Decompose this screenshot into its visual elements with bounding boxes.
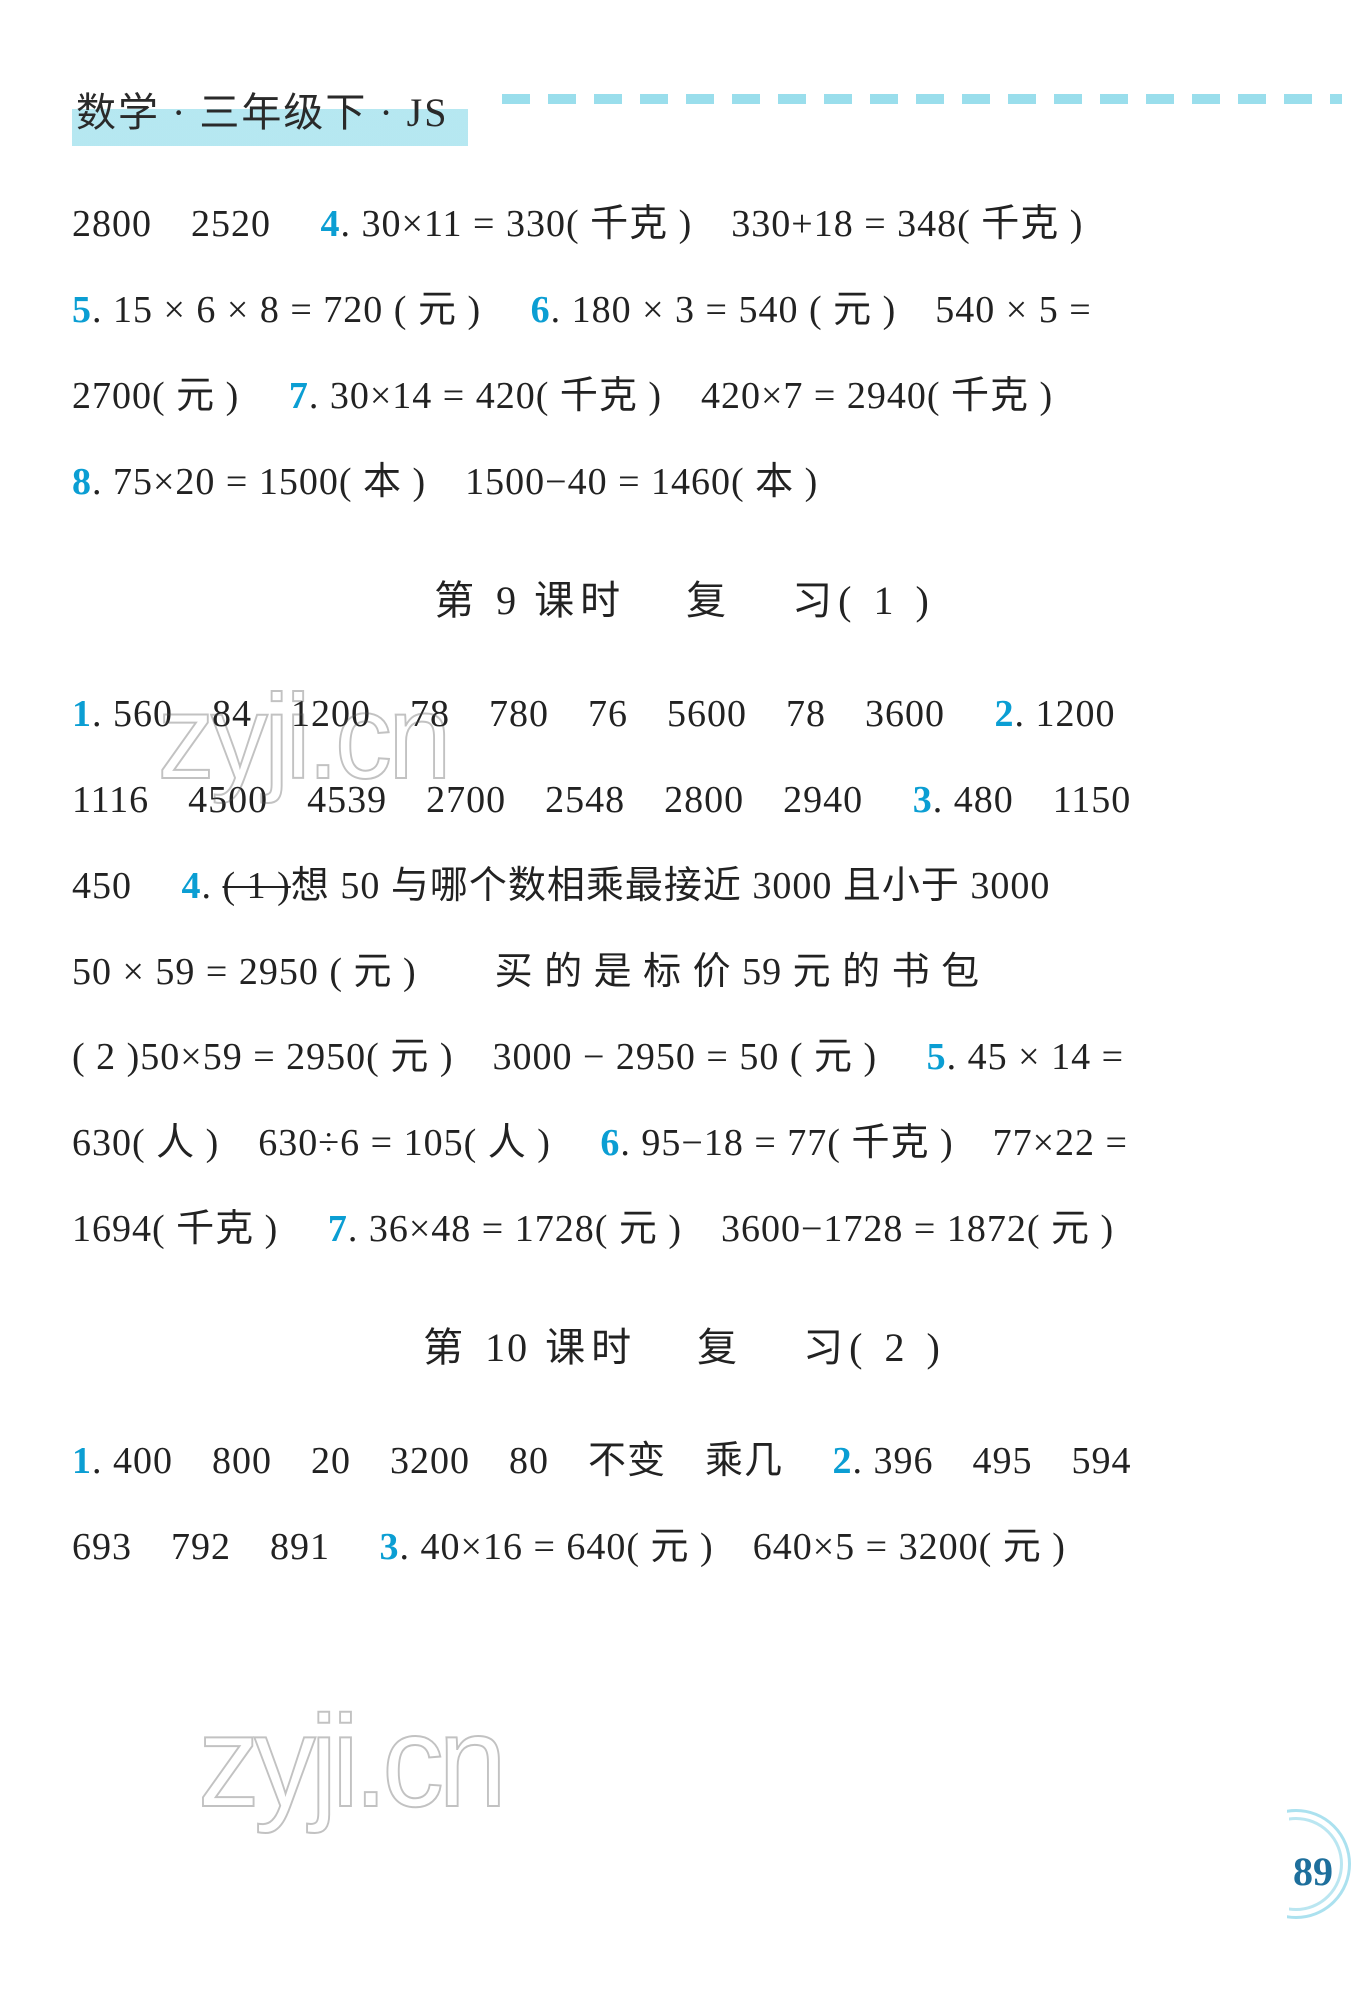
text: ( 2 )50×59 = 2950( 元 ) 3000 − 2950 = 50 … [72,1036,877,1078]
watermark-2: zyji.cn [198,1686,501,1836]
line: 1. 560 84 1200 78 780 76 5600 78 3600 2.… [72,672,1297,758]
text: 课时 [518,578,626,623]
text: . 180 × 3 = 540 ( 元 ) 540 × 5 = [551,289,1092,331]
line: 693 792 891 3. 40×16 = 640( 元 ) 640×5 = … [72,1505,1297,1591]
question-number: 5 [72,289,92,331]
text: 课时 [529,1325,637,1370]
header-title: 数学 · 三年级下 · JS [72,72,468,146]
question-number: 7 [289,375,309,417]
question-number: 4 [182,865,202,907]
text: 习 [803,1325,849,1370]
line: 5. 15 × 6 × 8 = 720 ( 元 ) 6. 180 × 3 = 5… [72,268,1297,354]
question-number: 2 [833,1440,853,1482]
text: 450 [72,865,132,907]
line: 630( 人 ) 630÷6 = 105( 人 ) 6. 95−18 = 77(… [72,1101,1297,1187]
text: ( 1 ) [838,578,935,623]
text: . 1200 [1015,693,1116,735]
text: . 30×11 = 330( 千克 ) 330+18 = 348( 千克 ) [341,203,1084,245]
text: 习 [792,578,838,623]
line: 2800 2520 4. 30×11 = 330( 千克 ) 330+18 = … [72,182,1297,268]
text: . 396 495 594 [853,1440,1132,1482]
line: 2700( 元 ) 7. 30×14 = 420( 千克 ) 420×7 = 2… [72,354,1297,440]
text: 630( 人 ) 630÷6 = 105( 人 ) [72,1122,551,1164]
question-number: 3 [380,1526,400,1568]
lesson-number: 9 [496,578,518,623]
line: ( 2 )50×59 = 2950( 元 ) 3000 − 2950 = 50 … [72,1015,1297,1101]
text: . 560 84 1200 78 780 76 5600 78 3600 [92,693,945,735]
header-dash-decor [502,94,1342,104]
line: 1116 4500 4539 2700 2548 2800 2940 3. 48… [72,758,1297,844]
question-number: 4 [321,203,341,245]
line: 450 4. ( 1 )想 50 与哪个数相乘最接近 3000 且小于 3000 [72,844,1297,930]
page-number: 89 [1293,1848,1333,1895]
text: . 400 800 20 3200 80 不变 乘几 [92,1440,783,1482]
line: 8. 75×20 = 1500( 本 ) 1500−40 = 1460( 本 ) [72,440,1297,526]
line: 1694( 千克 ) 7. 36×48 = 1728( 元 ) 3600−172… [72,1187,1297,1273]
line: 1. 400 800 20 3200 80 不变 乘几 2. 396 495 5… [72,1419,1297,1505]
text: 2700( 元 ) [72,375,239,417]
text: 2800 2520 [72,203,271,245]
text: 第 [434,578,496,623]
content-body: 2800 2520 4. 30×11 = 330( 千克 ) 330+18 = … [72,182,1297,1591]
section-title-9: 第 9 课时 复 习( 1 ) [72,556,1297,646]
text: 693 792 891 [72,1526,330,1568]
question-number: 6 [531,289,551,331]
text: 第 [423,1325,485,1370]
question-number: 1 [72,693,92,735]
question-number: 5 [927,1036,947,1078]
text: 想 50 与哪个数相乘最接近 3000 且小于 3000 [291,865,1051,907]
text: . 36×48 = 1728( 元 ) 3600−1728 = 1872( 元 … [348,1208,1114,1250]
question-number: 6 [600,1122,620,1164]
question-number: 3 [913,779,933,821]
text: 复 [686,578,732,623]
text: . 15 × 6 × 8 = 720 ( 元 ) [92,289,481,331]
text: 复 [697,1325,743,1370]
text: 1694( 千克 ) [72,1208,278,1250]
text: . 480 1150 [933,779,1132,821]
text: . 40×16 = 640( 元 ) 640×5 = 3200( 元 ) [400,1526,1066,1568]
text: ( 2 ) [849,1325,946,1370]
text: 50 × 59 = 2950 ( 元 ) 买 的 是 标 价 59 元 的 书 … [72,951,980,993]
page-root: 数学 · 三年级下 · JS 2800 2520 4. 30×11 = 330(… [0,0,1357,1989]
text: . 45 × 14 = [947,1036,1124,1078]
text: 1116 4500 4539 2700 2548 2800 2940 [72,779,863,821]
text: . 75×20 = 1500( 本 ) 1500−40 = 1460( 本 ) [92,461,818,503]
question-number: 1 [72,1440,92,1482]
struck-text: ( 1 ) [223,865,291,907]
lesson-number: 10 [485,1325,529,1370]
section-title-10: 第 10 课时 复 习( 2 ) [72,1303,1297,1393]
question-number: 8 [72,461,92,503]
question-number: 2 [995,693,1015,735]
page-header: 数学 · 三年级下 · JS [72,72,1297,146]
line: 50 × 59 = 2950 ( 元 ) 买 的 是 标 价 59 元 的 书 … [72,930,1297,1016]
question-number: 7 [328,1208,348,1250]
text: . 95−18 = 77( 千克 ) 77×22 = [620,1122,1128,1164]
text: . 30×14 = 420( 千克 ) 420×7 = 2940( 千克 ) [309,375,1053,417]
